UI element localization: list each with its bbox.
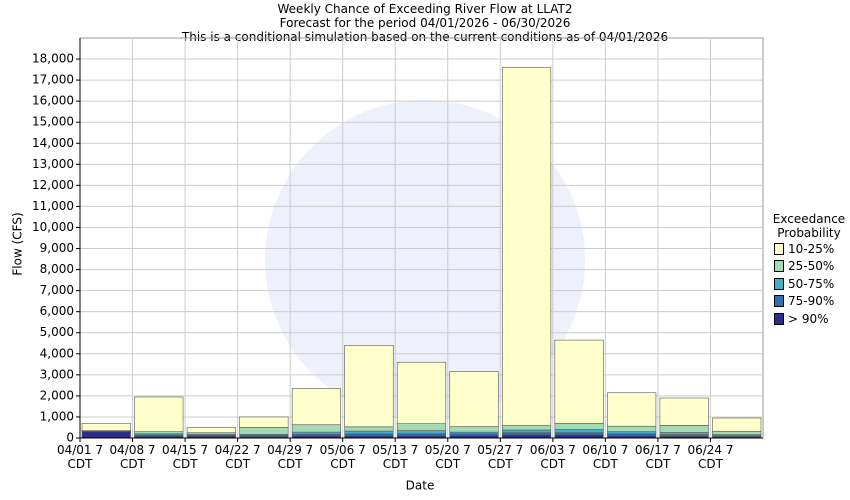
legend-label: > 90% (788, 311, 829, 326)
bar-segment (659, 432, 709, 435)
bar-segment (239, 416, 289, 428)
x-tick-label: 04/08 7 CDT (109, 443, 156, 471)
y-tick-label: 6,000 (40, 304, 74, 318)
legend-item: 25-50% (774, 258, 850, 276)
x-tick-label: 05/27 7 CDT (477, 443, 524, 471)
bar-segment (607, 431, 657, 435)
bar-segment (554, 339, 604, 424)
legend: Exceedance Probability 10-25% 25-50% 50-75… (770, 212, 850, 328)
legend-swatch (774, 260, 784, 273)
legend-label: 25-50% (788, 259, 835, 274)
x-tick-label: 06/17 7 CDT (634, 443, 681, 471)
legend-item: > 90% (774, 310, 850, 328)
bar-segment (659, 425, 709, 433)
x-tick-label: 05/06 7 CDT (319, 443, 366, 471)
bar-segment (396, 361, 447, 424)
x-tick-label: 06/10 7 CDT (582, 443, 629, 471)
y-tick-label: 4,000 (40, 346, 74, 360)
x-tick-label: 04/01 7 CDT (56, 443, 104, 471)
legend-item: 50-75% (774, 275, 850, 293)
bar-segment (344, 426, 394, 432)
bar-segment (396, 430, 447, 435)
legend-item: 75-90% (774, 293, 850, 311)
legend-swatch (774, 312, 784, 325)
y-axis-label: Flow (CFS) (11, 212, 25, 275)
x-tick-label: 05/20 7 CDT (424, 443, 471, 471)
y-tick-label: 2,000 (40, 388, 74, 402)
bar-segment (81, 422, 131, 431)
legend-swatch (774, 242, 784, 255)
y-tick-label: 16,000 (32, 94, 74, 108)
bar-segment (607, 425, 657, 432)
bar-segment (134, 396, 184, 432)
bar-segment (554, 422, 604, 430)
bar-segment (502, 429, 552, 434)
bar-segment (396, 423, 447, 431)
bar-segment (554, 429, 604, 434)
y-tick-label: 15,000 (32, 115, 74, 129)
chart-subtitle: Forecast for the period 04/01/2026 - 06/… (279, 16, 571, 30)
bar-segment (449, 371, 499, 427)
y-tick-label: 11,000 (32, 199, 74, 213)
y-tick-label: 9,000 (40, 241, 74, 255)
bar-segment (607, 433, 657, 437)
legend-label: 10-25% (788, 241, 835, 256)
bar-segment (502, 425, 552, 431)
bar-segment (712, 417, 762, 432)
y-tick-label: 17,000 (32, 73, 74, 87)
y-tick-label: 8,000 (40, 262, 74, 276)
y-tick-label: 18,000 (32, 52, 74, 66)
bar-segment (396, 433, 447, 437)
bar-segment (449, 426, 499, 433)
x-tick-label: 06/24 7 CDT (687, 443, 734, 471)
legend-title: Exceedance Probability (772, 212, 846, 240)
legend-swatch (774, 277, 784, 290)
y-tick-label: 7,000 (40, 283, 74, 297)
y-tick-label: 13,000 (32, 157, 74, 171)
bar-segment (239, 427, 289, 435)
bar-segment (712, 430, 762, 435)
bar-segment (291, 431, 341, 435)
x-axis-label: Date (406, 479, 435, 493)
bar-segment (659, 397, 709, 426)
x-tick-label: 04/22 7 CDT (214, 443, 261, 471)
bar-segment (502, 432, 552, 436)
y-tick-label: 5,000 (40, 325, 74, 339)
bar-segment (81, 431, 131, 439)
y-tick-label: 1,000 (40, 409, 74, 423)
y-tick-label: 3,000 (40, 367, 74, 381)
bar-segment (344, 433, 394, 437)
bar-segment (502, 67, 552, 426)
x-tick-label: 04/15 7 CDT (162, 443, 209, 471)
y-tick-label: 14,000 (32, 136, 74, 150)
y-tick-label: 12,000 (32, 178, 74, 192)
bar-segment (291, 424, 341, 433)
y-tick-label: 0 (66, 431, 74, 445)
legend-items: 10-25% 25-50% 50-75% 75-90% > 90% (770, 240, 850, 328)
chart-subtitle: This is a conditional simulation based o… (181, 30, 669, 44)
x-tick-label: 06/03 7 CDT (529, 443, 576, 471)
bar-segment (291, 388, 341, 426)
legend-swatch (774, 295, 784, 308)
legend-item: 10-25% (774, 240, 850, 258)
legend-label: 75-90% (788, 294, 835, 309)
bar-segment (344, 345, 394, 428)
x-tick-label: 05/13 7 CDT (372, 443, 419, 471)
y-tick-label: 10,000 (32, 220, 74, 234)
x-tick-label: 04/29 7 CDT (267, 443, 314, 471)
bar-segment (607, 392, 657, 427)
bar-segment (554, 432, 604, 436)
chart-title: Weekly Chance of Exceeding River Flow at… (277, 2, 573, 16)
bar-segment (134, 431, 184, 435)
bar-segment (344, 430, 394, 435)
bar-segment (186, 427, 236, 434)
legend-label: 50-75% (788, 276, 835, 291)
